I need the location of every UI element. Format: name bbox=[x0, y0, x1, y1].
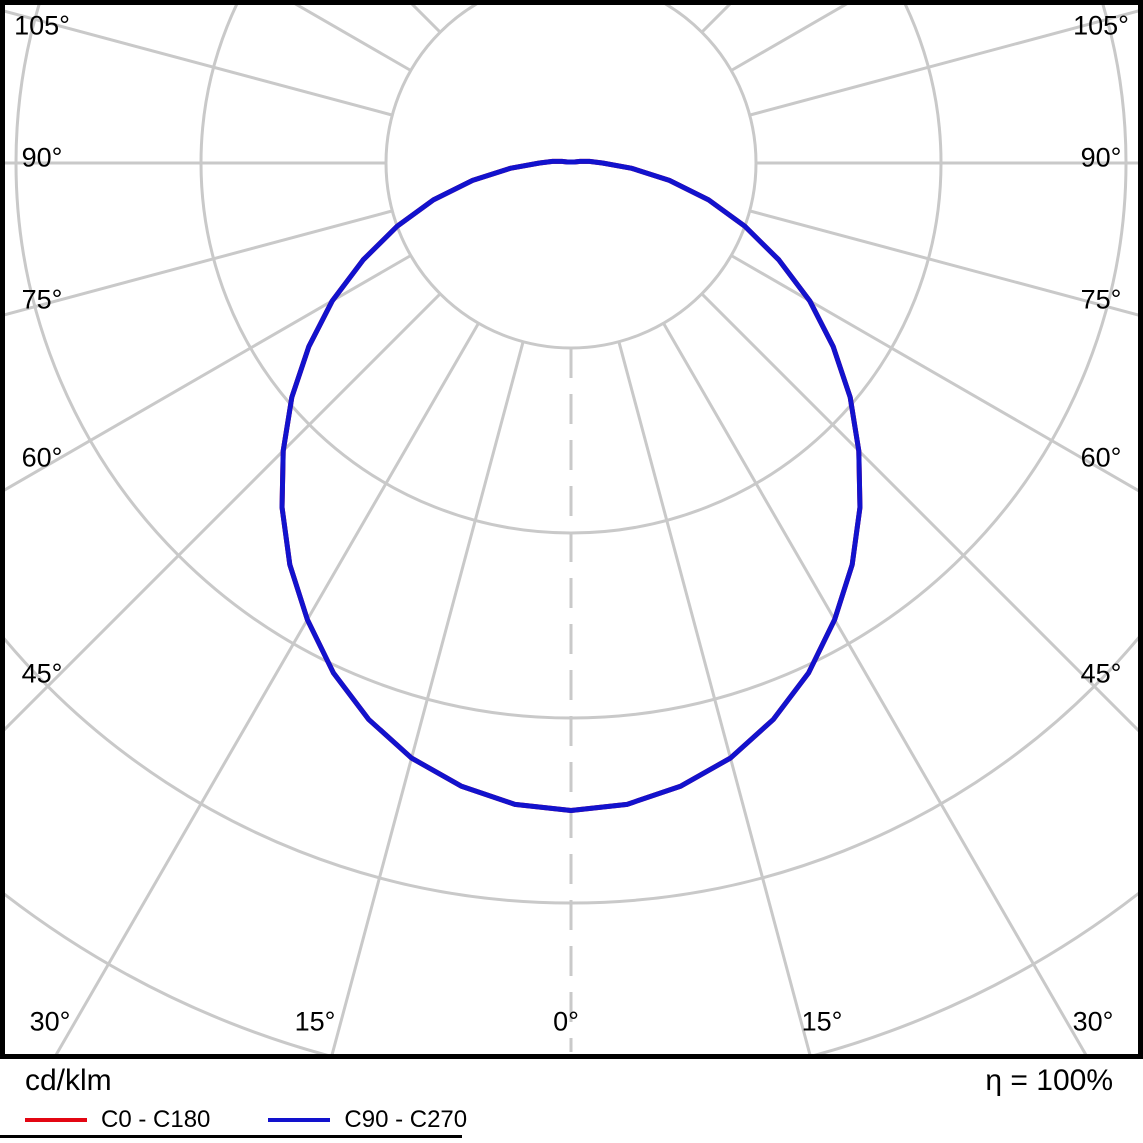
angle-label: 0° bbox=[553, 1006, 579, 1037]
footer-divider-line bbox=[0, 1135, 462, 1138]
intensity-curve-c90-c270 bbox=[279, 158, 863, 813]
angle-label: 105° bbox=[14, 10, 70, 41]
angle-label: 15° bbox=[294, 1006, 336, 1037]
unit-label: cd/klm bbox=[25, 1064, 112, 1097]
angle-label: 45° bbox=[1080, 658, 1122, 689]
plot-border bbox=[0, 0, 1143, 1059]
polar-plot-area: 105° 90° 75° 60° 45° 30° 105° 90° 75° 60° 45° 30° 15… bbox=[0, 0, 1143, 1059]
blue-line-swatch bbox=[268, 1118, 331, 1122]
angle-label: 60° bbox=[21, 442, 63, 473]
angle-label: 30° bbox=[1072, 1006, 1114, 1037]
angle-label: 45° bbox=[21, 658, 63, 689]
angle-label: 75° bbox=[21, 284, 63, 315]
legend-label-c90-c270: C90 - C270 bbox=[344, 1106, 468, 1133]
legend-item-c90-c270: C90 - C270 bbox=[268, 1106, 467, 1134]
efficiency-label: η = 100% bbox=[985, 1064, 1113, 1097]
angle-label: 60° bbox=[1080, 442, 1122, 473]
angle-label: 90° bbox=[1080, 142, 1122, 173]
intensity-curve-c0-c180 bbox=[279, 158, 863, 813]
angle-label: 90° bbox=[21, 142, 63, 173]
angle-label: 105° bbox=[1073, 10, 1129, 41]
red-line-swatch bbox=[25, 1118, 87, 1122]
polar-grid-canvas bbox=[0, 0, 1143, 1059]
diagram-footer: cd/klm η = 100% C0 - C180 C90 - C270 bbox=[0, 1060, 1143, 1143]
legend-item-c0-c180: C0 - C180 bbox=[25, 1106, 210, 1134]
angle-label: 75° bbox=[1080, 284, 1122, 315]
legend: C0 - C180 C90 - C270 bbox=[25, 1106, 467, 1134]
legend-label-c0-c180: C0 - C180 bbox=[101, 1106, 211, 1133]
angle-label: 30° bbox=[29, 1006, 71, 1037]
angle-label: 15° bbox=[801, 1006, 843, 1037]
